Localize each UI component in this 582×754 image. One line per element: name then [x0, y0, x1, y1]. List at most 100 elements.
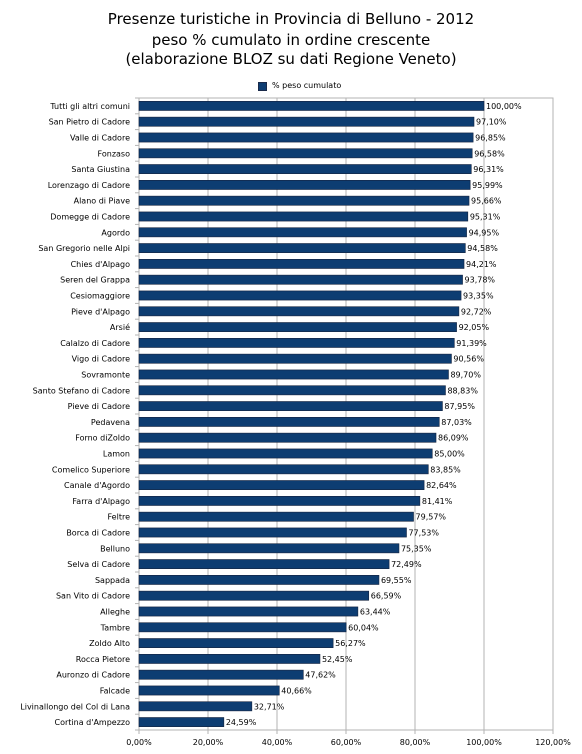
category-label: Arsié	[110, 322, 130, 332]
value-label: 77,53%	[408, 529, 439, 538]
legend-label: % peso cumulato	[272, 81, 342, 90]
category-label: Calalzo di Cadore	[60, 339, 130, 348]
x-tick-label: 100,00%	[466, 738, 502, 747]
bar	[138, 274, 463, 285]
bar	[138, 685, 280, 696]
category-label: Comelico Superiore	[52, 465, 130, 474]
value-label: 83,85%	[430, 465, 461, 474]
bar	[138, 353, 452, 364]
category-label: San Vito di Cadore	[56, 592, 130, 601]
category-label: Canale d'Agordo	[64, 481, 130, 490]
bar	[138, 116, 475, 127]
category-label: Sappada	[95, 576, 130, 585]
category-label: Auronzo di Cadore	[56, 671, 130, 680]
category-label: Belluno	[100, 544, 130, 553]
value-label: 96,31%	[473, 165, 504, 174]
bar	[138, 211, 469, 222]
value-label: 97,10%	[476, 118, 507, 127]
value-label: 85,00%	[434, 450, 465, 459]
category-label: Sovramonte	[81, 371, 130, 380]
bar	[138, 227, 467, 238]
bar	[138, 290, 462, 301]
category-label: Fonzaso	[98, 149, 131, 158]
value-label: 96,58%	[474, 149, 505, 158]
value-label: 81,41%	[422, 497, 453, 506]
category-label: Selva di Cadore	[67, 560, 130, 569]
x-tick-label: 40,00%	[262, 738, 293, 747]
category-label: Santa Giustina	[71, 165, 130, 174]
bar	[138, 717, 225, 727]
bar	[138, 480, 425, 490]
value-label: 52,45%	[322, 655, 353, 664]
value-label: 82,64%	[426, 481, 457, 490]
bar	[138, 669, 304, 680]
bar	[138, 369, 449, 380]
chart-title: Presenze turistiche in Provincia di Bell…	[107, 10, 475, 28]
category-label: Santo Stefano di Cadore	[33, 386, 130, 395]
category-label: Zoldo Alto	[89, 639, 130, 648]
value-label: 95,31%	[470, 213, 501, 222]
legend: % peso cumulato	[258, 80, 341, 92]
bar	[138, 543, 400, 554]
value-label: 100,00%	[486, 102, 522, 111]
category-label: Valle di Cadore	[70, 134, 130, 143]
category-label: Lorenzago di Cadore	[48, 181, 130, 190]
bar	[138, 432, 437, 443]
category-label: Cortina d'Ampezzo	[55, 718, 131, 727]
category-label: Domegge di Cadore	[50, 213, 130, 222]
value-label: 63,44%	[360, 608, 391, 617]
bar	[138, 511, 414, 522]
value-label: 88,83%	[447, 386, 478, 395]
bar	[138, 259, 465, 269]
bar	[138, 417, 440, 427]
value-label: 86,09%	[438, 434, 469, 443]
category-label: Borca di Cadore	[66, 529, 130, 538]
value-label: 56,27%	[335, 639, 366, 648]
category-label: Livinallongo del Col di Lana	[20, 702, 130, 711]
value-label: 92,05%	[459, 323, 490, 332]
bar	[138, 638, 334, 648]
value-label: 47,62%	[305, 671, 336, 680]
value-label: 93,78%	[465, 276, 496, 285]
value-label: 87,03%	[441, 418, 472, 427]
value-label: 32,71%	[254, 702, 285, 711]
chart-subtitle-line-1: peso % cumulato in ordine crescente	[151, 31, 431, 49]
value-label: 66,59%	[371, 592, 402, 601]
value-label: 87,95%	[444, 402, 475, 411]
bar	[138, 164, 472, 174]
legend-swatch	[258, 81, 267, 91]
category-label: Farra d'Alpago	[72, 497, 130, 506]
category-label: Tutti gli altri comuni	[49, 102, 130, 111]
category-label: Alano di Piave	[74, 197, 130, 206]
x-tick-label: 120,00%	[535, 738, 571, 747]
value-label: 96,85%	[475, 134, 506, 143]
category-label: Seren del Grappa	[60, 276, 130, 285]
category-label: Chies d'Alpago	[71, 260, 131, 269]
category-label: Alleghe	[100, 608, 130, 617]
bar	[138, 448, 433, 459]
bar	[138, 590, 370, 601]
x-tick-label: 80,00%	[400, 738, 431, 747]
value-label: 72,49%	[391, 560, 422, 569]
value-label: 89,70%	[450, 371, 481, 380]
bar	[138, 496, 421, 506]
value-label: 94,58%	[467, 244, 498, 253]
category-label: Vigo di Cadore	[72, 355, 130, 364]
bar	[138, 575, 380, 585]
category-label: San Gregorio nelle Alpi	[38, 244, 130, 253]
category-label: Pedavena	[91, 418, 130, 427]
bar	[138, 401, 443, 411]
category-label: Agordo	[101, 228, 130, 237]
bar	[138, 701, 253, 712]
bar	[138, 622, 347, 633]
chart-subtitle-line-2: (elaborazione BLOZ su dati Regione Venet…	[125, 50, 457, 68]
value-label: 79,57%	[416, 513, 447, 522]
x-tick-label: 0,00%	[126, 738, 152, 747]
value-label: 75,35%	[401, 544, 432, 553]
category-label: Tambre	[100, 623, 130, 632]
value-label: 93,35%	[463, 292, 494, 301]
bar	[138, 606, 359, 617]
bar	[138, 148, 473, 159]
